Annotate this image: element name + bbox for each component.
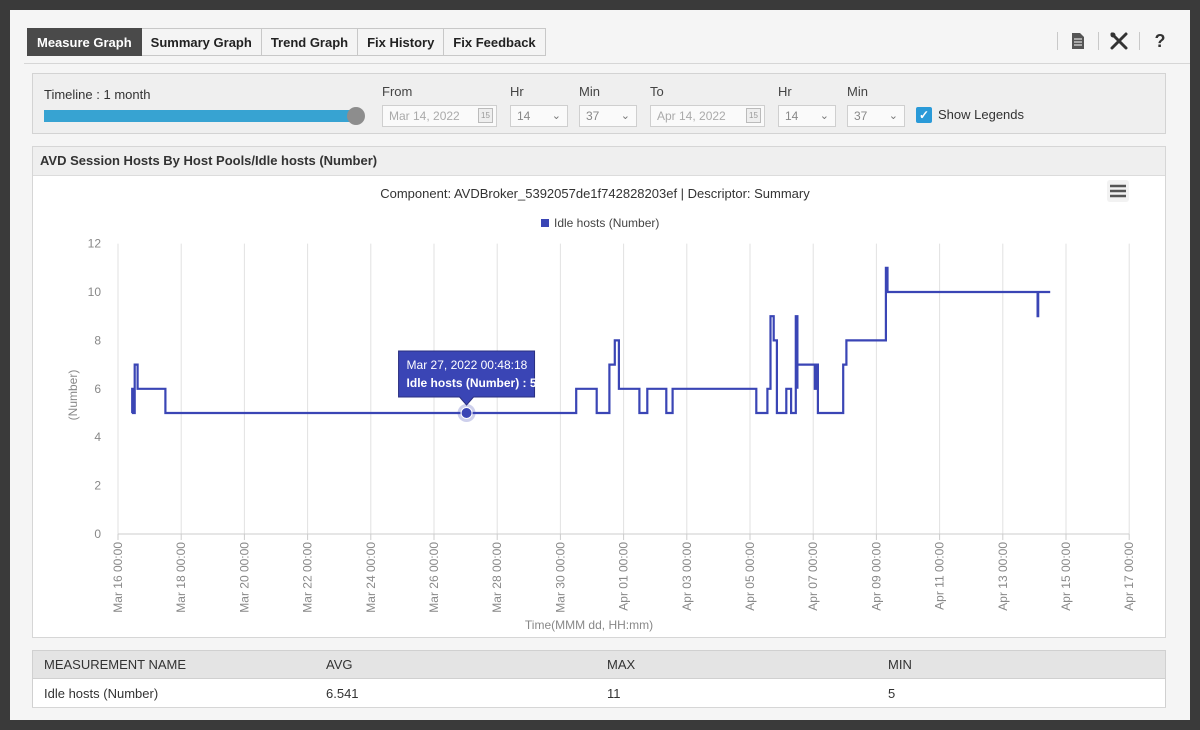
to-label: To: [650, 84, 664, 99]
col-header-max: MAX: [596, 650, 877, 679]
x-tick-label: Mar 20 00:00: [237, 542, 251, 613]
chart-panel: AVD Session Hosts By Host Pools/Idle hos…: [32, 146, 1166, 638]
measurement-table: MEASUREMENT NAME AVG MAX MIN Idle hosts …: [32, 650, 1166, 708]
y-tick-label: 6: [94, 382, 101, 396]
x-tick-label: Mar 22 00:00: [301, 542, 315, 613]
from-label: From: [382, 84, 413, 99]
tooltip-title: Mar 27, 2022 00:48:18: [407, 358, 528, 372]
chart-menu-icon[interactable]: [1107, 180, 1129, 202]
y-tick-label: 4: [94, 430, 101, 444]
tab-summary-graph[interactable]: Summary Graph: [141, 28, 262, 56]
timeline-label: Timeline : 1 month: [44, 87, 151, 102]
from-min-label: Min: [579, 84, 600, 99]
y-axis: 0 2 4 6 8 10 12: [88, 237, 102, 541]
timeline-controls: Timeline : 1 month From Mar 14, 2022 15 …: [32, 73, 1166, 134]
col-header-name: MEASUREMENT NAME: [32, 650, 315, 679]
x-tick-label: Apr 11 00:00: [933, 542, 947, 610]
chevron-down-icon: ⌄: [888, 110, 898, 122]
x-tick-label: Apr 07 00:00: [806, 542, 820, 611]
col-header-avg: AVG: [315, 650, 596, 679]
chart-panel-title: AVD Session Hosts By Host Pools/Idle hos…: [33, 147, 1165, 176]
from-date-input[interactable]: Mar 14, 2022 15: [382, 105, 497, 127]
table-row: Idle hosts (Number) 6.541 11 5: [32, 678, 1166, 708]
x-tick-label: Mar 16 00:00: [111, 542, 125, 613]
y-tick-label: 2: [94, 479, 101, 493]
divider: [1139, 32, 1140, 50]
tab-measure-graph[interactable]: Measure Graph: [27, 28, 142, 56]
data-point-marker[interactable]: [460, 407, 473, 419]
to-hr-value: 14: [785, 109, 799, 123]
tab-fix-feedback[interactable]: Fix Feedback: [444, 28, 546, 56]
from-min-select[interactable]: 37 ⌄: [579, 105, 637, 127]
from-hr-label: Hr: [510, 84, 524, 99]
to-hr-select[interactable]: 14 ⌄: [778, 105, 836, 127]
y-tick-label: 12: [88, 237, 102, 251]
to-hr-label: Hr: [778, 84, 792, 99]
x-tick-label: Mar 24 00:00: [364, 542, 378, 613]
chart-title: Component: AVDBroker_5392057de1f74282820…: [380, 186, 810, 201]
chevron-down-icon: ⌄: [620, 110, 630, 122]
y-tick-label: 8: [94, 333, 101, 347]
document-icon[interactable]: [1068, 30, 1088, 52]
chevron-down-icon: ⌄: [551, 110, 561, 122]
cell-min: 5: [877, 678, 1166, 708]
divider: [1057, 32, 1058, 50]
x-tick-label: Mar 18 00:00: [174, 542, 188, 613]
col-header-min: MIN: [877, 650, 1166, 679]
calendar-icon[interactable]: 15: [746, 108, 761, 123]
x-tick-label: Apr 01 00:00: [617, 542, 631, 611]
chart-tooltip: Mar 27, 2022 00:48:18 Idle hosts (Number)…: [398, 350, 537, 422]
from-hr-select[interactable]: 14 ⌄: [510, 105, 568, 127]
cell-max: 11: [596, 678, 877, 708]
line-chart: Component: AVDBroker_5392057de1f74282820…: [66, 180, 1136, 632]
tab-trend-graph[interactable]: Trend Graph: [261, 28, 359, 56]
x-axis-label: Time(MMM dd, HH:mm): [525, 618, 653, 632]
divider: [1098, 32, 1099, 50]
x-axis: Mar 16 00:00 Mar 18 00:00 Mar 20 00:00 Mar …: [111, 533, 1136, 613]
table-header-row: MEASUREMENT NAME AVG MAX MIN: [32, 650, 1166, 679]
tab-bar: Measure Graph Summary Graph Trend Graph …: [27, 28, 546, 56]
to-min-select[interactable]: 37 ⌄: [847, 105, 905, 127]
chevron-down-icon: ⌄: [819, 110, 829, 122]
cell-name: Idle hosts (Number): [32, 678, 315, 708]
app-window: Measure Graph Summary Graph Trend Graph …: [10, 10, 1190, 720]
x-tick-label: Mar 30 00:00: [553, 542, 567, 613]
tooltip-value: Idle hosts (Number) : 5: [407, 376, 537, 390]
cell-avg: 6.541: [315, 678, 596, 708]
series-line-idle-hosts: [131, 266, 1051, 415]
from-min-value: 37: [586, 109, 600, 123]
chart-legend[interactable]: Idle hosts (Number): [541, 216, 659, 230]
calendar-icon[interactable]: 15: [478, 108, 493, 123]
tools-icon[interactable]: [1109, 30, 1129, 52]
from-hr-value: 14: [517, 109, 531, 123]
x-tick-label: Apr 09 00:00: [869, 542, 883, 611]
show-legends-checkbox[interactable]: ✓: [916, 107, 932, 123]
from-date-value: Mar 14, 2022: [389, 109, 460, 123]
x-tick-label: Apr 05 00:00: [743, 542, 757, 611]
to-min-label: Min: [847, 84, 868, 99]
toolbar-icons: ?: [1057, 30, 1170, 52]
help-icon[interactable]: ?: [1154, 30, 1166, 51]
y-tick-label: 10: [88, 285, 102, 299]
to-date-value: Apr 14, 2022: [657, 109, 726, 123]
timeline-slider[interactable]: [44, 110, 358, 122]
y-tick-label: 0: [94, 527, 101, 541]
x-tick-label: Apr 03 00:00: [680, 542, 694, 611]
tooltip-box: [398, 350, 536, 406]
show-legends-label: Show Legends: [938, 107, 1025, 122]
x-tick-label: Apr 13 00:00: [996, 542, 1010, 611]
tab-fix-history[interactable]: Fix History: [358, 28, 445, 56]
legend-swatch: [541, 219, 549, 227]
legend-label: Idle hosts (Number): [554, 216, 659, 230]
timeline-slider-handle[interactable]: [347, 107, 365, 125]
x-tick-label: Mar 28 00:00: [490, 542, 504, 613]
to-min-value: 37: [854, 109, 868, 123]
to-date-input[interactable]: Apr 14, 2022 15: [650, 105, 765, 127]
divider: [24, 63, 1190, 64]
y-axis-label: (Number): [66, 370, 80, 421]
x-tick-label: Apr 15 00:00: [1059, 542, 1073, 611]
x-tick-label: Apr 17 00:00: [1122, 542, 1136, 611]
x-tick-label: Mar 26 00:00: [427, 542, 441, 613]
